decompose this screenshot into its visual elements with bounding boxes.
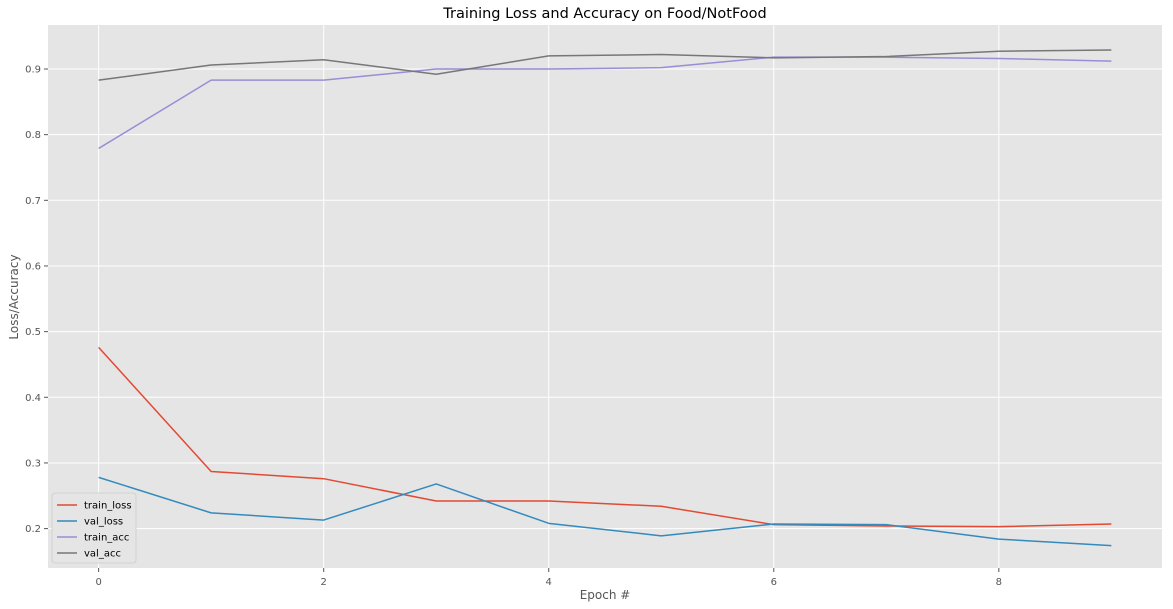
y-tick-label: 0.2 <box>25 524 41 535</box>
y-tick-label: 0.8 <box>25 130 41 141</box>
legend: train_loss val_loss train_acc val_acc <box>51 492 137 564</box>
x-tick-label: 8 <box>996 577 1002 588</box>
series-line-val-acc <box>98 49 1112 81</box>
plot-area <box>48 25 1162 568</box>
y-tick-label: 0.7 <box>25 196 41 207</box>
y-tick-label: 0.4 <box>25 393 41 404</box>
y-tick-label: 0.6 <box>25 261 41 272</box>
series-line-train-loss <box>98 346 1112 528</box>
legend-label: val_loss <box>84 517 123 528</box>
chart-title: Training Loss and Accuracy on Food/NotFo… <box>442 6 766 22</box>
y-tick-label: 0.3 <box>25 458 41 469</box>
series-line-train-acc <box>98 56 1112 150</box>
tick-labels: 0 2 4 6 8 0.2 0.3 0.4 0.5 0.6 0.7 0.8 0.9 <box>25 64 1002 588</box>
legend-label: train_loss <box>84 501 132 512</box>
legend-label: val_acc <box>84 549 121 560</box>
series-line-val-loss <box>98 476 1112 547</box>
x-tick-label: 2 <box>320 577 326 588</box>
y-tick-label: 0.9 <box>25 64 41 75</box>
x-tick-label: 6 <box>771 577 777 588</box>
legend-label: train_acc <box>84 533 129 544</box>
x-axis-label: Epoch # <box>580 588 631 602</box>
y-tick-label: 0.5 <box>25 327 41 338</box>
y-axis-label: Loss/Accuracy <box>7 254 21 339</box>
x-tick-label: 0 <box>95 577 101 588</box>
x-tick-label: 4 <box>546 577 552 588</box>
series-lines <box>98 49 1112 547</box>
legend-box <box>51 492 137 564</box>
